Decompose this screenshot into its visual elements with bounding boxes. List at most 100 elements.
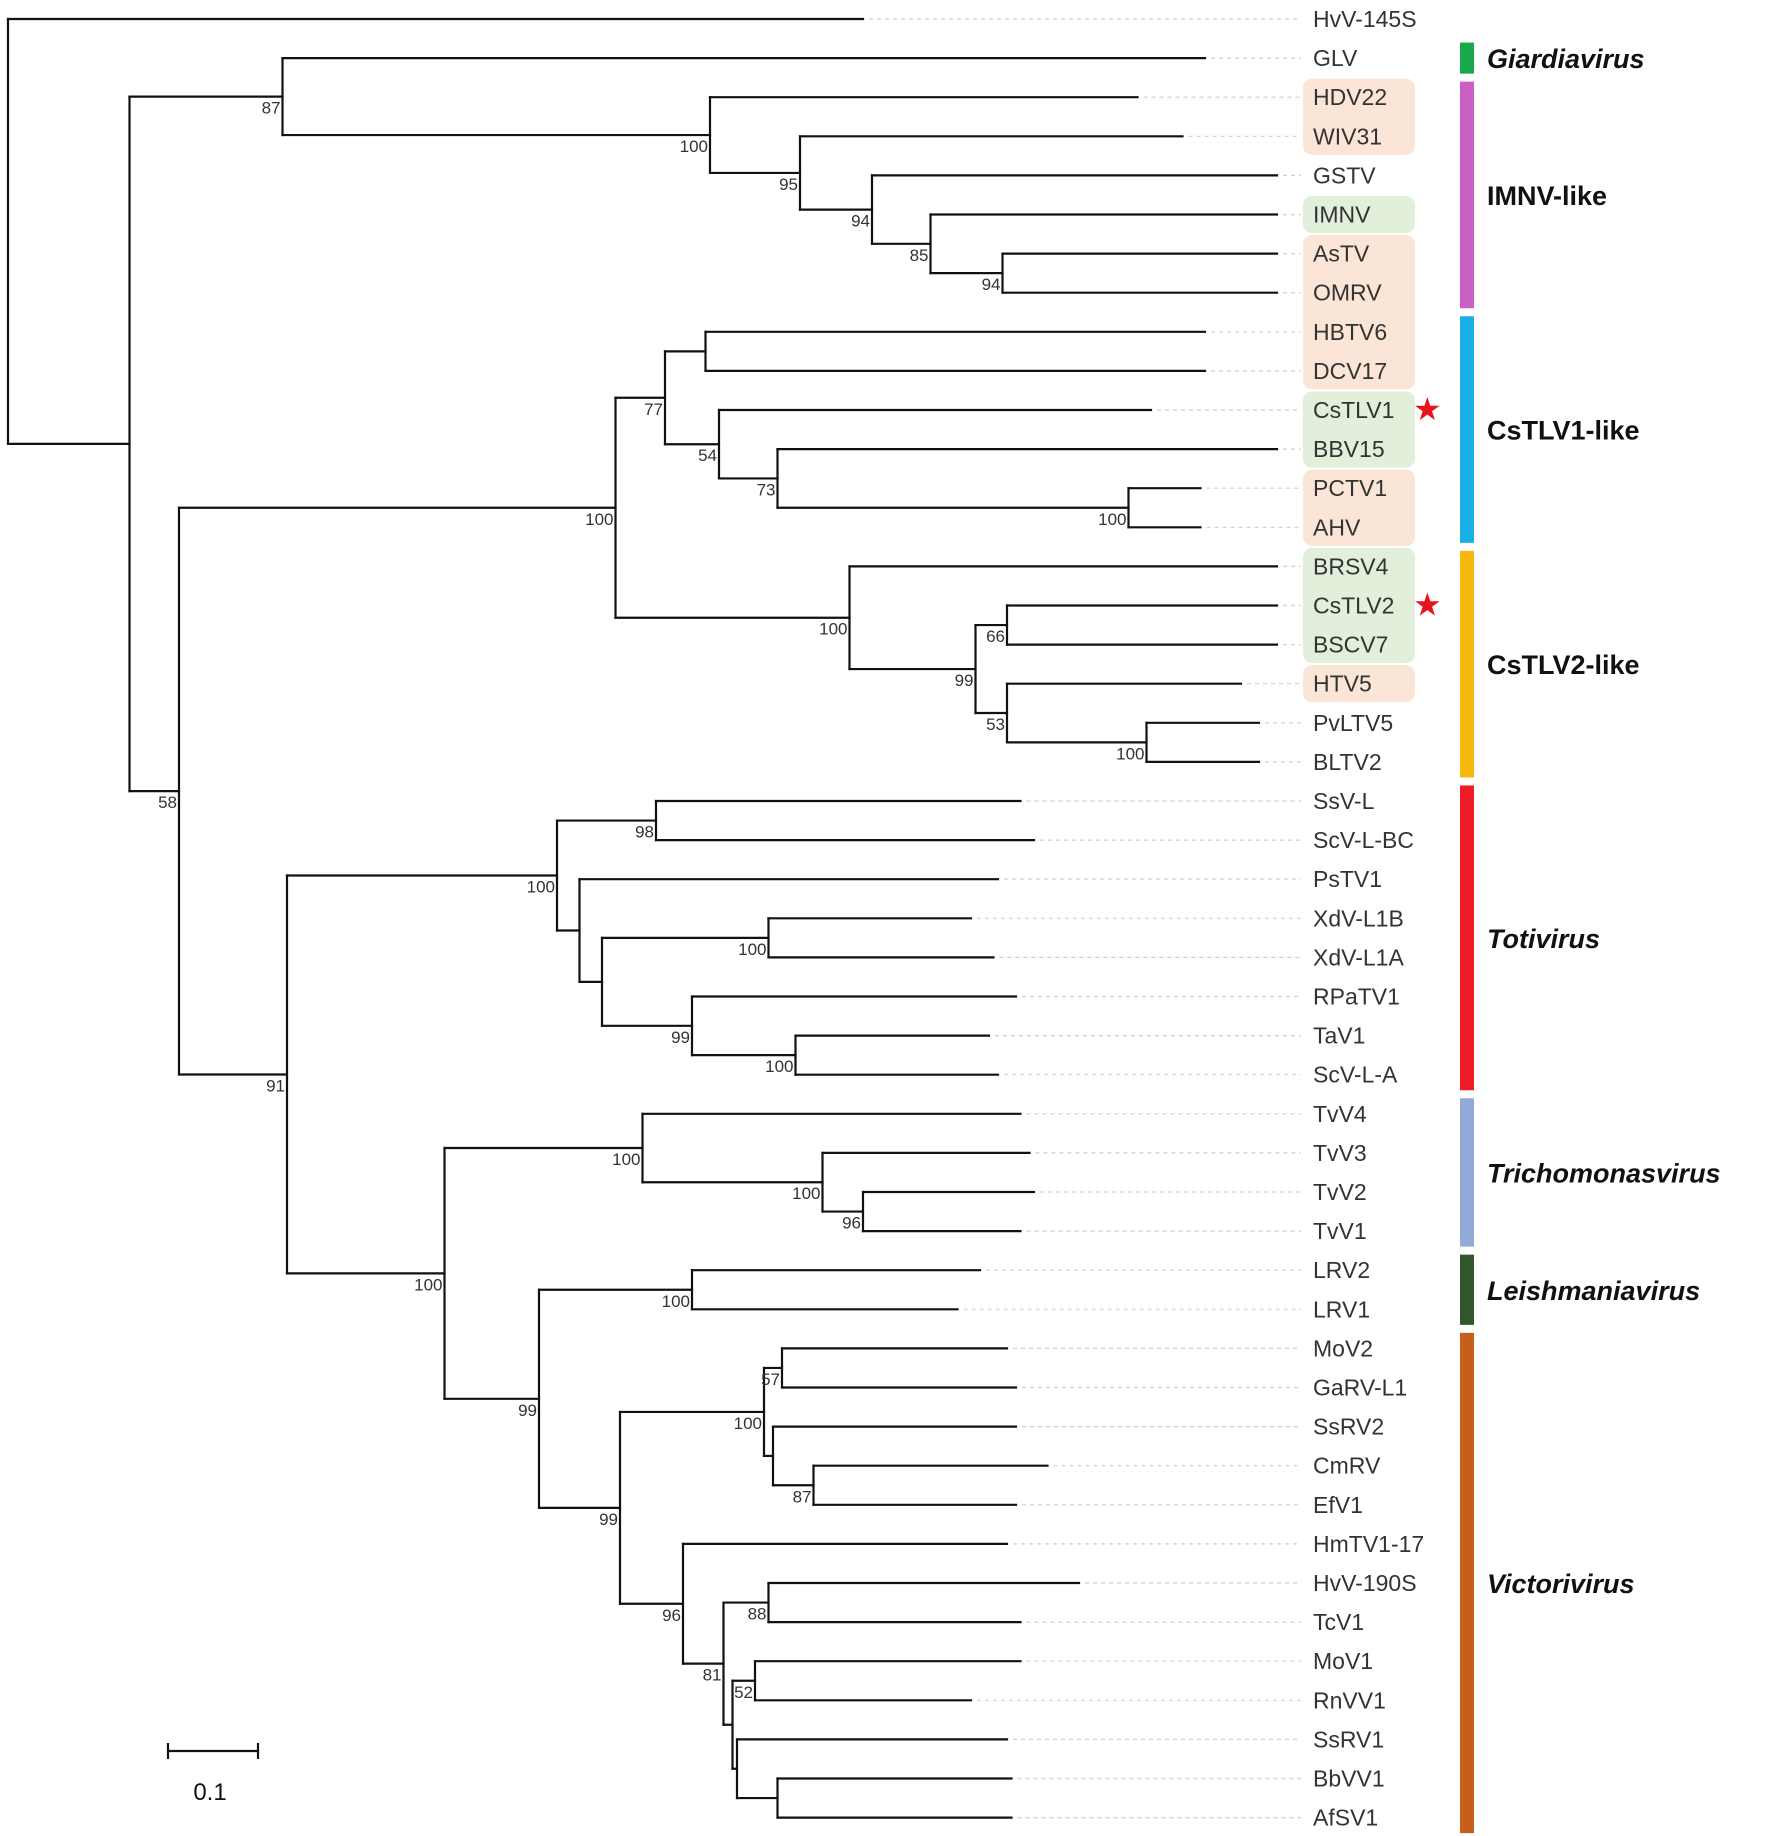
taxon-label-scv-l-a: ScV-L-A	[1313, 1062, 1398, 1088]
taxon-label-layer: HvV-145S GLV HDV22 WIV31 GSTV IMNV AsTV OMRV HBT…	[1313, 6, 1442, 1831]
highlight-box-brsv4	[1303, 547, 1415, 664]
clade-bar-trichomonasvirus	[1460, 1098, 1474, 1247]
taxon-label-dcv17: DCV17	[1313, 358, 1387, 384]
clade-label-victorivirus: Victorivirus	[1487, 1569, 1635, 1599]
bootstrap-label: 100	[738, 940, 766, 959]
bootstrap-label: 57	[761, 1370, 780, 1389]
bootstrap-label: 100	[414, 1275, 442, 1294]
bootstrap-label: 54	[698, 446, 717, 465]
star-icon: ★	[1413, 390, 1442, 428]
taxon-label-mov1: MoV1	[1313, 1648, 1373, 1674]
taxon-label-rnvv1: RnVV1	[1313, 1687, 1386, 1713]
bootstrap-label: 99	[599, 1510, 618, 1529]
bootstrap-label: 87	[262, 99, 281, 118]
taxon-label-tcv1: TcV1	[1313, 1609, 1364, 1635]
guide-line-layer	[869, 18, 1301, 1819]
bootstrap-label: 87	[793, 1487, 812, 1506]
taxon-label-pvltv5: PvLTV5	[1313, 710, 1393, 736]
clade-bar-layer: Giardiavirus IMNV-like CsTLV1-like CsTLV2-l…	[1460, 42, 1721, 1834]
highlight-layer	[1303, 78, 1415, 703]
star-icon: ★	[1413, 586, 1442, 624]
taxon-label-scv-l-bc: ScV-L-BC	[1313, 827, 1414, 853]
taxon-label-wiv31: WIV31	[1313, 123, 1382, 149]
highlight-box-htv5	[1303, 665, 1415, 703]
bootstrap-label: 53	[986, 715, 1005, 734]
bootstrap-label: 77	[644, 400, 663, 419]
bootstrap-label: 100	[612, 1150, 640, 1169]
scale-bar: 0.1	[166, 1743, 260, 1806]
clade-label-cstlv1-like: CsTLV1-like	[1487, 416, 1640, 446]
clade-bar-imnv-like	[1460, 81, 1474, 309]
bootstrap-label: 66	[986, 627, 1005, 646]
taxon-label-bscv7: BSCV7	[1313, 632, 1388, 658]
clade-bar-cstlv1-like	[1460, 316, 1474, 543]
clade-bar-totivirus	[1460, 785, 1474, 1091]
taxon-label-bltv2: BLTV2	[1313, 749, 1382, 775]
bootstrap-label: 100	[792, 1184, 820, 1203]
taxon-label-bbvv1: BbVV1	[1313, 1766, 1385, 1792]
taxon-label-hbtv6: HBTV6	[1313, 319, 1387, 345]
clade-bar-giardiavirus	[1460, 42, 1474, 74]
bootstrap-label: 100	[1116, 744, 1144, 763]
bootstrap-label: 99	[518, 1401, 537, 1420]
clade-bar-leishmaniavirus	[1460, 1254, 1474, 1325]
bootstrap-label: 99	[955, 671, 974, 690]
taxon-label-lrv2: LRV2	[1313, 1257, 1370, 1283]
taxon-label-rpatv1: RPaTV1	[1313, 984, 1400, 1010]
taxon-label-ssv-l: SsV-L	[1313, 788, 1375, 814]
bootstrap-label: 94	[982, 275, 1001, 294]
taxon-label-htv5: HTV5	[1313, 671, 1372, 697]
taxon-label-cmrv: CmRV	[1313, 1453, 1381, 1479]
taxon-label-glv: GLV	[1313, 45, 1358, 71]
highlight-box-pctv1	[1303, 469, 1415, 546]
taxon-label-hdv22: HDV22	[1313, 84, 1387, 110]
taxon-label-pctv1: PCTV1	[1313, 475, 1387, 501]
taxon-label-omrv: OMRV	[1313, 280, 1382, 306]
taxon-label-mov2: MoV2	[1313, 1335, 1373, 1361]
bootstrap-layer: 87 100 95 94 85 94 58 100 77 54 73 100 100 99 66 53 100 9…	[158, 99, 1144, 1702]
highlight-box-cstlv1	[1303, 391, 1415, 468]
taxon-label-ahv: AHV	[1313, 514, 1361, 540]
bootstrap-label: 100	[819, 620, 847, 639]
clade-label-giardiavirus: Giardiavirus	[1487, 44, 1645, 74]
taxon-label-ssrv2: SsRV2	[1313, 1414, 1384, 1440]
taxon-label-xdv-l1b: XdV-L1B	[1313, 905, 1404, 931]
taxon-label-tvv2: TvV2	[1313, 1179, 1367, 1205]
taxon-label-cstlv2: CsTLV2	[1313, 593, 1394, 619]
taxon-label-garv-l1: GaRV-L1	[1313, 1375, 1407, 1401]
taxon-label-gstv: GSTV	[1313, 162, 1376, 188]
clade-bar-cstlv2-like	[1460, 550, 1474, 778]
taxon-label-tvv4: TvV4	[1313, 1101, 1367, 1127]
taxon-label-bbv15: BBV15	[1313, 436, 1385, 462]
taxon-label-ssrv1: SsRV1	[1313, 1726, 1384, 1752]
taxon-label-pstv1: PsTV1	[1313, 866, 1382, 892]
bootstrap-label: 100	[765, 1057, 793, 1076]
clade-bar-victorivirus	[1460, 1332, 1474, 1834]
taxon-label-afsv1: AfSV1	[1313, 1805, 1378, 1831]
bootstrap-label: 100	[734, 1414, 762, 1433]
clade-label-trichomonasvirus: Trichomonasvirus	[1487, 1158, 1721, 1188]
bootstrap-label: 99	[671, 1028, 690, 1047]
clade-label-cstlv2-like: CsTLV2-like	[1487, 650, 1640, 680]
bootstrap-label: 52	[734, 1683, 753, 1702]
bootstrap-label: 73	[757, 480, 776, 499]
taxon-label-hvv-145s: HvV-145S	[1313, 6, 1417, 32]
scale-bar-label: 0.1	[193, 1779, 226, 1806]
bootstrap-label: 91	[266, 1076, 285, 1095]
highlight-box-hdv22	[1303, 78, 1415, 155]
bootstrap-label: 95	[779, 175, 798, 194]
clade-label-imnv-like: IMNV-like	[1487, 181, 1607, 211]
bootstrap-label: 96	[662, 1606, 681, 1625]
bootstrap-label: 88	[748, 1605, 767, 1624]
highlight-box-imnv	[1303, 195, 1415, 234]
bootstrap-label: 96	[842, 1214, 861, 1233]
taxon-label-cstlv1: CsTLV1	[1313, 397, 1394, 423]
taxon-label-tvv1: TvV1	[1313, 1218, 1367, 1244]
clade-label-leishmaniavirus: Leishmaniavirus	[1487, 1276, 1700, 1306]
taxon-label-tav1: TaV1	[1313, 1023, 1365, 1049]
taxon-label-hmtv1-17: HmTV1-17	[1313, 1531, 1424, 1557]
taxon-label-tvv3: TvV3	[1313, 1140, 1367, 1166]
bootstrap-label: 100	[527, 878, 555, 897]
bootstrap-label: 100	[680, 137, 708, 156]
